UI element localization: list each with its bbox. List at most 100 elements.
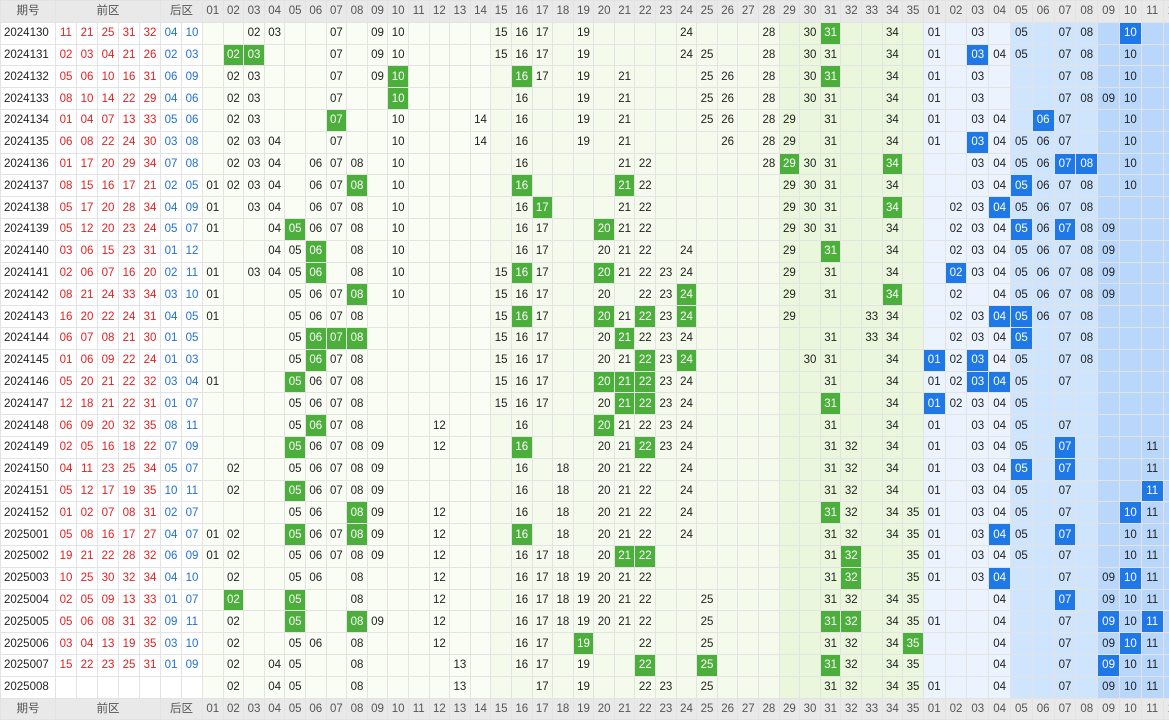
front-trend-cell — [407, 43, 430, 67]
back-draw-number: 07 — [181, 588, 204, 612]
front-trend-cell: 34 — [881, 610, 904, 634]
front-trend-cell — [572, 152, 595, 176]
front-trend-cell: 31 — [819, 130, 842, 154]
front-trend-cell: 28 — [758, 21, 780, 45]
bottom-front-col-20: 20 — [593, 697, 615, 720]
front-trend-cell — [469, 174, 492, 198]
bottom-front-col-30: 30 — [799, 697, 821, 720]
front-trend-cell — [469, 326, 492, 350]
front-trend-cell: 02 — [222, 65, 245, 89]
table-row: 2024132 05 06 10 16 31 06 09 02 03 07 09 10 16 17 19 21 2… — [0, 65, 1169, 89]
front-trend-cell — [263, 566, 286, 590]
front-trend-cell — [202, 130, 224, 154]
back-draw-number: 03 — [160, 283, 183, 307]
front-draw-number: 34 — [138, 566, 162, 590]
front-trend-cell: 14 — [469, 108, 492, 132]
back-trend-cell: 05 — [1009, 370, 1033, 394]
front-trend-cell: 12 — [428, 501, 451, 525]
front-draw-number: 17 — [118, 523, 140, 546]
table-row: 2024140 03 06 15 23 31 01 12 04 05 06 08 10 16 17 20 21 2… — [0, 239, 1169, 263]
front-trend-cell: 10 — [387, 217, 409, 241]
period-cell: 2024137 — [0, 174, 56, 198]
front-trend-cell — [552, 392, 574, 416]
front-trend-cell — [387, 588, 409, 612]
back-trend-cell — [1031, 501, 1055, 525]
back-trend-cell: 07 — [1053, 130, 1077, 154]
back-trend-cell — [1009, 65, 1033, 89]
back-trend-cell: 07 — [1053, 544, 1077, 568]
front-trend-cell — [428, 283, 451, 307]
bottom-front-col-01: 01 — [202, 697, 224, 720]
front-trend-cell — [593, 43, 615, 67]
front-draw-number: 16 — [118, 65, 140, 89]
front-trend-cell: 34 — [881, 392, 904, 416]
front-trend-cell — [634, 108, 657, 132]
front-trend-cell — [655, 544, 677, 568]
front-trend-cell — [737, 152, 760, 176]
front-trend-cell — [675, 588, 698, 612]
front-trend-cell — [366, 108, 389, 132]
front-draw-number: 22 — [97, 305, 119, 328]
front-trend-cell — [758, 348, 780, 372]
front-trend-cell: 16 — [510, 457, 533, 481]
front-trend-cell: 25 — [696, 87, 718, 110]
front-trend-cell: 05 — [284, 457, 306, 481]
back-trend-cell — [1140, 174, 1164, 198]
front-trend-cell — [243, 523, 265, 546]
front-trend-cell: 31 — [819, 457, 842, 481]
front-trend-cell — [366, 632, 389, 655]
back-trend-cell: 01 — [922, 675, 946, 699]
front-trend-cell: 08 — [346, 370, 368, 394]
front-trend-cell — [902, 21, 924, 45]
back-hit-cell: 09 — [1097, 653, 1120, 677]
front-trend-cell: 04 — [263, 174, 286, 198]
front-trend-cell: 07 — [325, 523, 348, 546]
front-trend-cell — [799, 457, 821, 481]
back-trend-cell — [1097, 435, 1120, 459]
front-trend-cell — [737, 87, 760, 110]
table-row: 2024143 16 20 22 24 31 04 05 01 05 06 07 08 15 16 17 20 2… — [0, 305, 1169, 328]
back-trend-cell: 07 — [1053, 326, 1077, 350]
front-trend-cell — [490, 87, 512, 110]
front-trend-cell — [222, 196, 245, 219]
front-trend-cell — [716, 523, 739, 546]
front-trend-cell: 19 — [572, 610, 595, 634]
front-trend-cell: 33 — [861, 305, 883, 328]
front-trend-cell — [449, 261, 471, 285]
front-draw-number: 08 — [97, 326, 119, 350]
back-trend-cell — [1118, 414, 1142, 437]
bottom-front-col-19: 19 — [572, 697, 595, 720]
front-trend-cell — [407, 152, 430, 176]
front-trend-cell — [593, 196, 615, 219]
front-draw-number: 22 — [118, 370, 140, 394]
front-draw-number: 21 — [97, 392, 119, 416]
front-trend-cell: 09 — [366, 523, 389, 546]
bottom-front-col-05: 05 — [284, 697, 306, 720]
front-draw-number: 03 — [55, 632, 77, 655]
top-front-col-11: 11 — [407, 0, 430, 23]
bottom-front-col-04: 04 — [263, 697, 286, 720]
period-cell: 2025008 — [0, 675, 56, 699]
front-draw-number: 05 — [55, 479, 77, 503]
front-trend-cell: 17 — [531, 217, 554, 241]
bottom-front-col-21: 21 — [613, 697, 636, 720]
front-trend-cell: 30 — [799, 152, 821, 176]
front-trend-cell — [531, 523, 554, 546]
front-hit-cell: 31 — [819, 239, 842, 263]
front-trend-cell: 17 — [531, 326, 554, 350]
back-trend-cell — [1162, 632, 1169, 655]
front-trend-cell — [758, 479, 780, 503]
back-draw-number: 03 — [160, 130, 183, 154]
back-trend-cell — [1009, 566, 1033, 590]
back-hit-cell: 05 — [1009, 305, 1033, 328]
front-draw-number: 18 — [118, 435, 140, 459]
back-draw-number: 10 — [181, 283, 204, 307]
front-trend-cell: 07 — [325, 65, 348, 89]
back-trend-cell: 07 — [1053, 479, 1077, 503]
front-trend-cell — [696, 261, 718, 285]
table-row: 2024151 05 12 17 19 35 10 11 02 05 06 07 08 09 16 18 20 2… — [0, 479, 1169, 503]
front-trend-cell: 12 — [428, 610, 451, 634]
back-draw-number: 06 — [181, 108, 204, 132]
front-trend-cell — [490, 457, 512, 481]
front-draw-number — [138, 675, 162, 699]
